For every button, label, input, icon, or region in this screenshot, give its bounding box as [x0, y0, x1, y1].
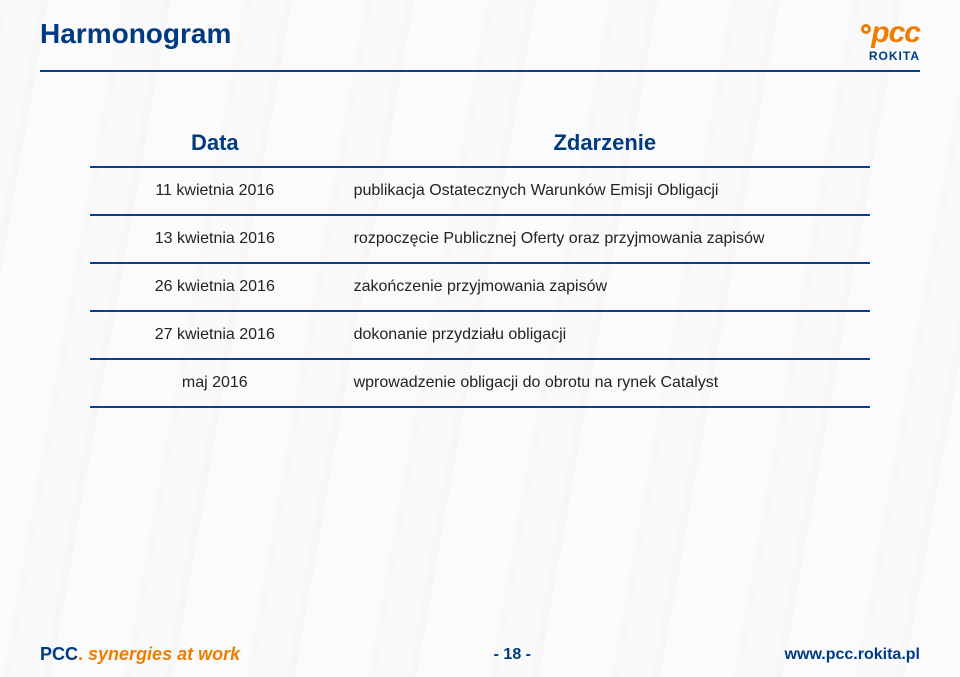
- cell-event: zakończenie przyjmowania zapisów: [340, 263, 870, 311]
- cell-event: publikacja Ostatecznych Warunków Emisji …: [340, 167, 870, 215]
- cell-date: 13 kwietnia 2016: [90, 215, 340, 263]
- page-title: Harmonogram: [40, 18, 231, 50]
- schedule-table-wrap: Data Zdarzenie 11 kwietnia 2016 publikac…: [90, 122, 870, 408]
- header: Harmonogram pcc ROKITA: [0, 0, 960, 62]
- logo-subtext: ROKITA: [869, 50, 920, 62]
- header-rule: [40, 70, 920, 72]
- cell-date: maj 2016: [90, 359, 340, 407]
- table-header-row: Data Zdarzenie: [90, 122, 870, 167]
- cell-event: dokonanie przydziału obligacji: [340, 311, 870, 359]
- tagline-rest: synergies at work: [83, 644, 240, 664]
- col-header-date: Data: [90, 122, 340, 167]
- footer-url: www.pcc.rokita.pl: [785, 646, 920, 664]
- schedule-table: Data Zdarzenie 11 kwietnia 2016 publikac…: [90, 122, 870, 408]
- cell-date: 26 kwietnia 2016: [90, 263, 340, 311]
- logo-ring-icon: [861, 24, 871, 34]
- cell-date: 27 kwietnia 2016: [90, 311, 340, 359]
- tagline-pcc: PCC: [40, 644, 78, 664]
- table-row: maj 2016 wprowadzenie obligacji do obrot…: [90, 359, 870, 407]
- col-header-event: Zdarzenie: [340, 122, 870, 167]
- logo-pcc-text: pcc: [869, 18, 920, 48]
- cell-event: wprowadzenie obligacji do obrotu na ryne…: [340, 359, 870, 407]
- footer-tagline: PCC. synergies at work: [40, 644, 240, 665]
- cell-event: rozpoczęcie Publicznej Oferty oraz przyj…: [340, 215, 870, 263]
- cell-date: 11 kwietnia 2016: [90, 167, 340, 215]
- page-number: - 18 -: [494, 646, 531, 664]
- logo-brand: pcc: [871, 16, 920, 49]
- table-row: 26 kwietnia 2016 zakończenie przyjmowani…: [90, 263, 870, 311]
- footer: PCC. synergies at work - 18 - www.pcc.ro…: [0, 644, 960, 665]
- brand-logo: pcc ROKITA: [869, 18, 920, 62]
- table-row: 13 kwietnia 2016 rozpoczęcie Publicznej …: [90, 215, 870, 263]
- table-row: 11 kwietnia 2016 publikacja Ostatecznych…: [90, 167, 870, 215]
- table-row: 27 kwietnia 2016 dokonanie przydziału ob…: [90, 311, 870, 359]
